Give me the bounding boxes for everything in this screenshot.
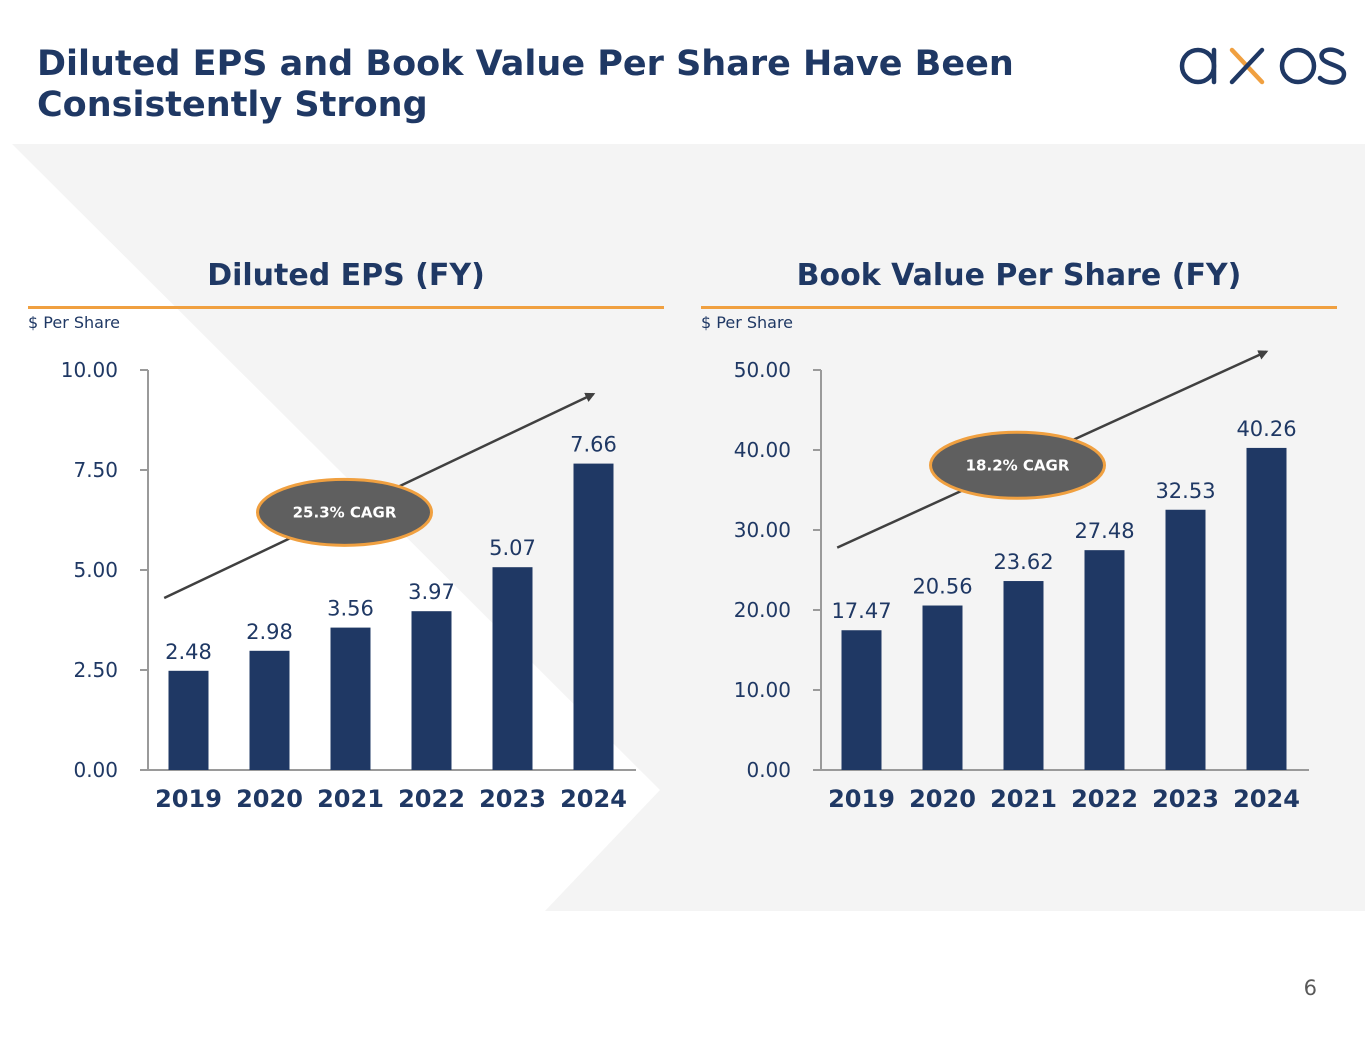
data-label-2022: 27.48 bbox=[1074, 519, 1134, 543]
y-tick-label: 5.00 bbox=[73, 558, 118, 582]
eps-unit-label: $ Per Share bbox=[28, 313, 120, 333]
x-tick-label-2020: 2020 bbox=[909, 785, 976, 813]
data-label-2021: 3.56 bbox=[327, 597, 374, 621]
data-label-2023: 32.53 bbox=[1155, 479, 1215, 503]
data-label-2020: 2.98 bbox=[246, 620, 293, 644]
data-label-2024: 7.66 bbox=[570, 433, 617, 457]
bvps-panel-title: Book Value Per Share (FY) bbox=[701, 256, 1337, 296]
eps-title-rule bbox=[28, 306, 664, 309]
slide-title-line-2: Consistently Strong bbox=[37, 85, 428, 125]
x-tick-label-2021: 2021 bbox=[990, 785, 1057, 813]
x-tick-label-2020: 2020 bbox=[236, 785, 303, 813]
bar-2021 bbox=[331, 628, 371, 770]
bar-2023 bbox=[493, 567, 533, 770]
bvps-bar-chart: 0.00 10.00 20.00 30.00 40.00 50.00 17.47 2019 20… bbox=[701, 340, 1337, 830]
y-tick-label: 10.00 bbox=[734, 678, 791, 702]
eps-bar-chart: 0.00 2.50 5.00 7.50 10.00 2.48 2019 2.98 2020 3.5… bbox=[28, 340, 664, 830]
page-number: 6 bbox=[1304, 976, 1317, 1000]
y-tick-label: 0.00 bbox=[73, 758, 118, 782]
y-tick-label: 30.00 bbox=[734, 518, 791, 542]
x-tick-label-2023: 2023 bbox=[1152, 785, 1219, 813]
data-label-2019: 17.47 bbox=[831, 599, 891, 623]
x-tick-label-2023: 2023 bbox=[479, 785, 546, 813]
x-tick-label-2019: 2019 bbox=[828, 785, 895, 813]
bvps-unit-label: $ Per Share bbox=[701, 313, 793, 333]
bar-2020 bbox=[923, 606, 963, 770]
y-tick-label: 0.00 bbox=[746, 758, 791, 782]
bar-2021 bbox=[1004, 581, 1044, 770]
bar-2023 bbox=[1166, 510, 1206, 770]
cagr-label: 18.2% CAGR bbox=[966, 456, 1070, 474]
bar-2020 bbox=[250, 651, 290, 770]
y-tick-label: 40.00 bbox=[734, 438, 791, 462]
y-tick-label: 20.00 bbox=[734, 598, 791, 622]
x-tick-label-2021: 2021 bbox=[317, 785, 384, 813]
data-label-2023: 5.07 bbox=[489, 536, 536, 560]
bar-2024 bbox=[574, 464, 614, 770]
bar-2019 bbox=[842, 630, 882, 770]
x-tick-label-2019: 2019 bbox=[155, 785, 222, 813]
data-label-2022: 3.97 bbox=[408, 580, 455, 604]
slide-title-line-1: Diluted EPS and Book Value Per Share Hav… bbox=[37, 44, 1014, 84]
data-label-2019: 2.48 bbox=[165, 640, 212, 664]
x-tick-label-2022: 2022 bbox=[1071, 785, 1138, 813]
data-label-2024: 40.26 bbox=[1236, 417, 1296, 441]
bvps-title-rule bbox=[701, 306, 1337, 309]
slide-title: Diluted EPS and Book Value Per Share Hav… bbox=[37, 44, 1117, 126]
y-tick-label: 10.00 bbox=[61, 358, 118, 382]
eps-panel-title: Diluted EPS (FY) bbox=[28, 256, 664, 296]
bar-2022 bbox=[412, 611, 452, 770]
x-tick-label-2022: 2022 bbox=[398, 785, 465, 813]
bar-2019 bbox=[169, 671, 209, 770]
cagr-label: 25.3% CAGR bbox=[293, 503, 397, 521]
y-tick-label: 7.50 bbox=[73, 458, 118, 482]
x-tick-label-2024: 2024 bbox=[560, 785, 627, 813]
data-label-2021: 23.62 bbox=[993, 550, 1053, 574]
x-tick-label-2024: 2024 bbox=[1233, 785, 1300, 813]
data-label-2020: 20.56 bbox=[912, 575, 972, 599]
y-tick-label: 2.50 bbox=[73, 658, 118, 682]
bar-2022 bbox=[1085, 550, 1125, 770]
y-tick-label: 50.00 bbox=[734, 358, 791, 382]
axos-logo-icon: axos bbox=[1174, 38, 1350, 94]
bar-2024 bbox=[1247, 448, 1287, 770]
